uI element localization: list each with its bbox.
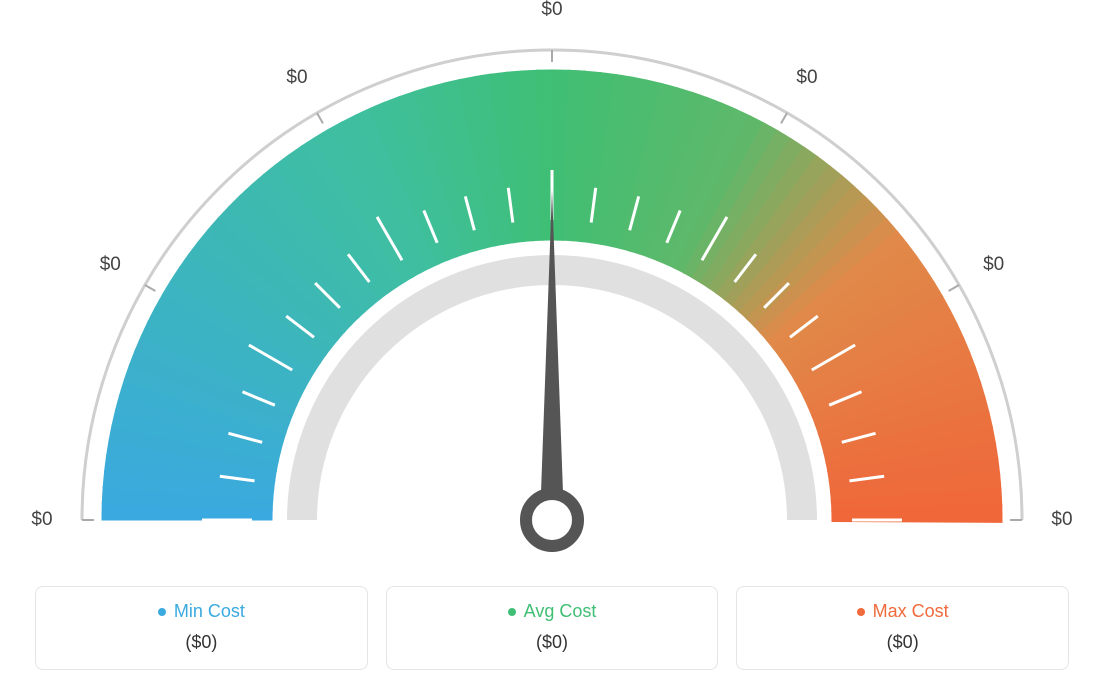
legend-dot-avg: [508, 608, 516, 616]
gauge-tick-label: $0: [541, 0, 562, 21]
gauge-tick-label: $0: [286, 67, 307, 89]
legend-card-max: Max Cost ($0): [736, 586, 1069, 670]
legend-dot-min: [158, 608, 166, 616]
gauge-tick-label: $0: [100, 254, 121, 276]
cost-gauge-widget: $0 $0 $0 $0 $0 $0 $0 Min Cost ($0) Avg Cost ($…: [0, 0, 1104, 690]
legend-title-max: Max Cost: [857, 601, 949, 622]
legend-value-avg: ($0): [397, 632, 708, 653]
gauge-chart: $0 $0 $0 $0 $0 $0 $0: [0, 0, 1104, 570]
legend-title-min: Min Cost: [158, 601, 245, 622]
legend-card-min: Min Cost ($0): [35, 586, 368, 670]
legend-card-avg: Avg Cost ($0): [386, 586, 719, 670]
gauge-tick-label: $0: [1051, 509, 1072, 531]
legend-dot-max: [857, 608, 865, 616]
legend-label-avg: Avg Cost: [524, 601, 597, 622]
legend-row: Min Cost ($0) Avg Cost ($0) Max Cost ($0…: [35, 586, 1069, 670]
gauge-tick-label: $0: [796, 67, 817, 89]
legend-label-max: Max Cost: [873, 601, 949, 622]
gauge-tick-label: $0: [983, 254, 1004, 276]
legend-value-max: ($0): [747, 632, 1058, 653]
legend-value-min: ($0): [46, 632, 357, 653]
legend-title-avg: Avg Cost: [508, 601, 597, 622]
gauge-tick-label: $0: [31, 509, 52, 531]
gauge-svg: [0, 0, 1104, 570]
legend-label-min: Min Cost: [174, 601, 245, 622]
